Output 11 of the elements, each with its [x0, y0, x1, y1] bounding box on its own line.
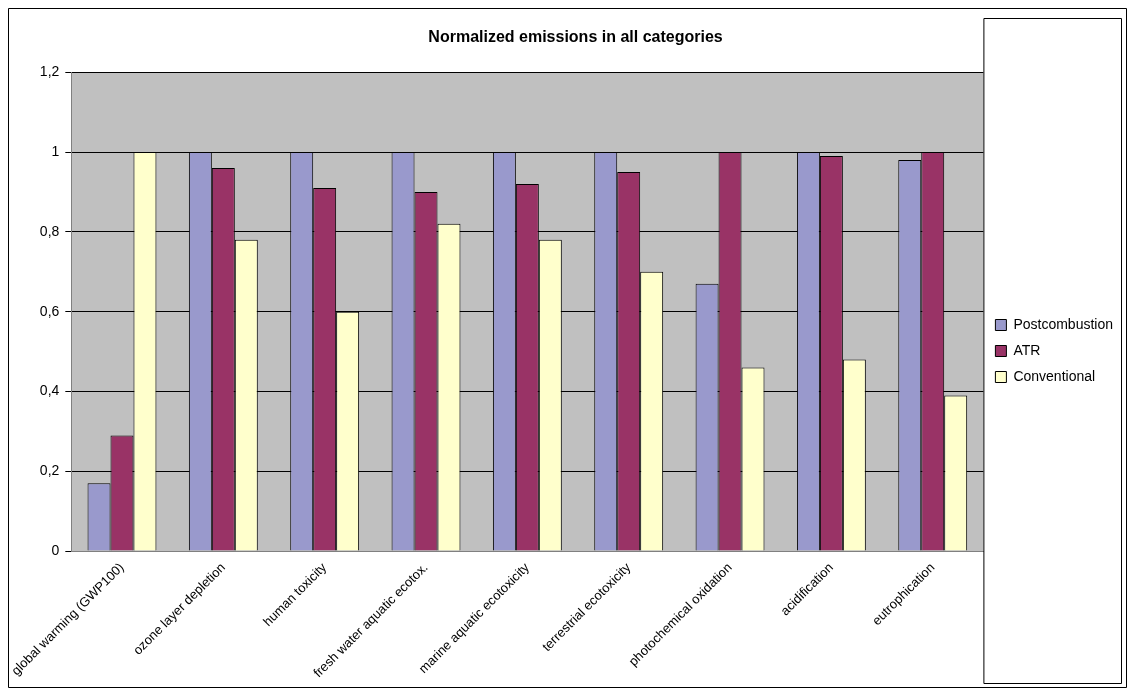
- legend-label: Postcombustion: [1013, 315, 1113, 332]
- y-tick-label: 0: [51, 541, 60, 558]
- y-tick-label: 0,2: [39, 462, 60, 479]
- y-tick-label: 0,8: [39, 222, 60, 239]
- y-tick-label: 1,2: [39, 63, 60, 80]
- y-tick-label: 0,4: [39, 382, 60, 399]
- legend-label: Conventional: [1013, 367, 1096, 384]
- legend-label: ATR: [1013, 341, 1041, 358]
- y-tick-label: 0,6: [39, 302, 60, 319]
- chart-title: Normalized emissions in all categories: [428, 28, 723, 46]
- y-tick-label: 1: [51, 142, 60, 159]
